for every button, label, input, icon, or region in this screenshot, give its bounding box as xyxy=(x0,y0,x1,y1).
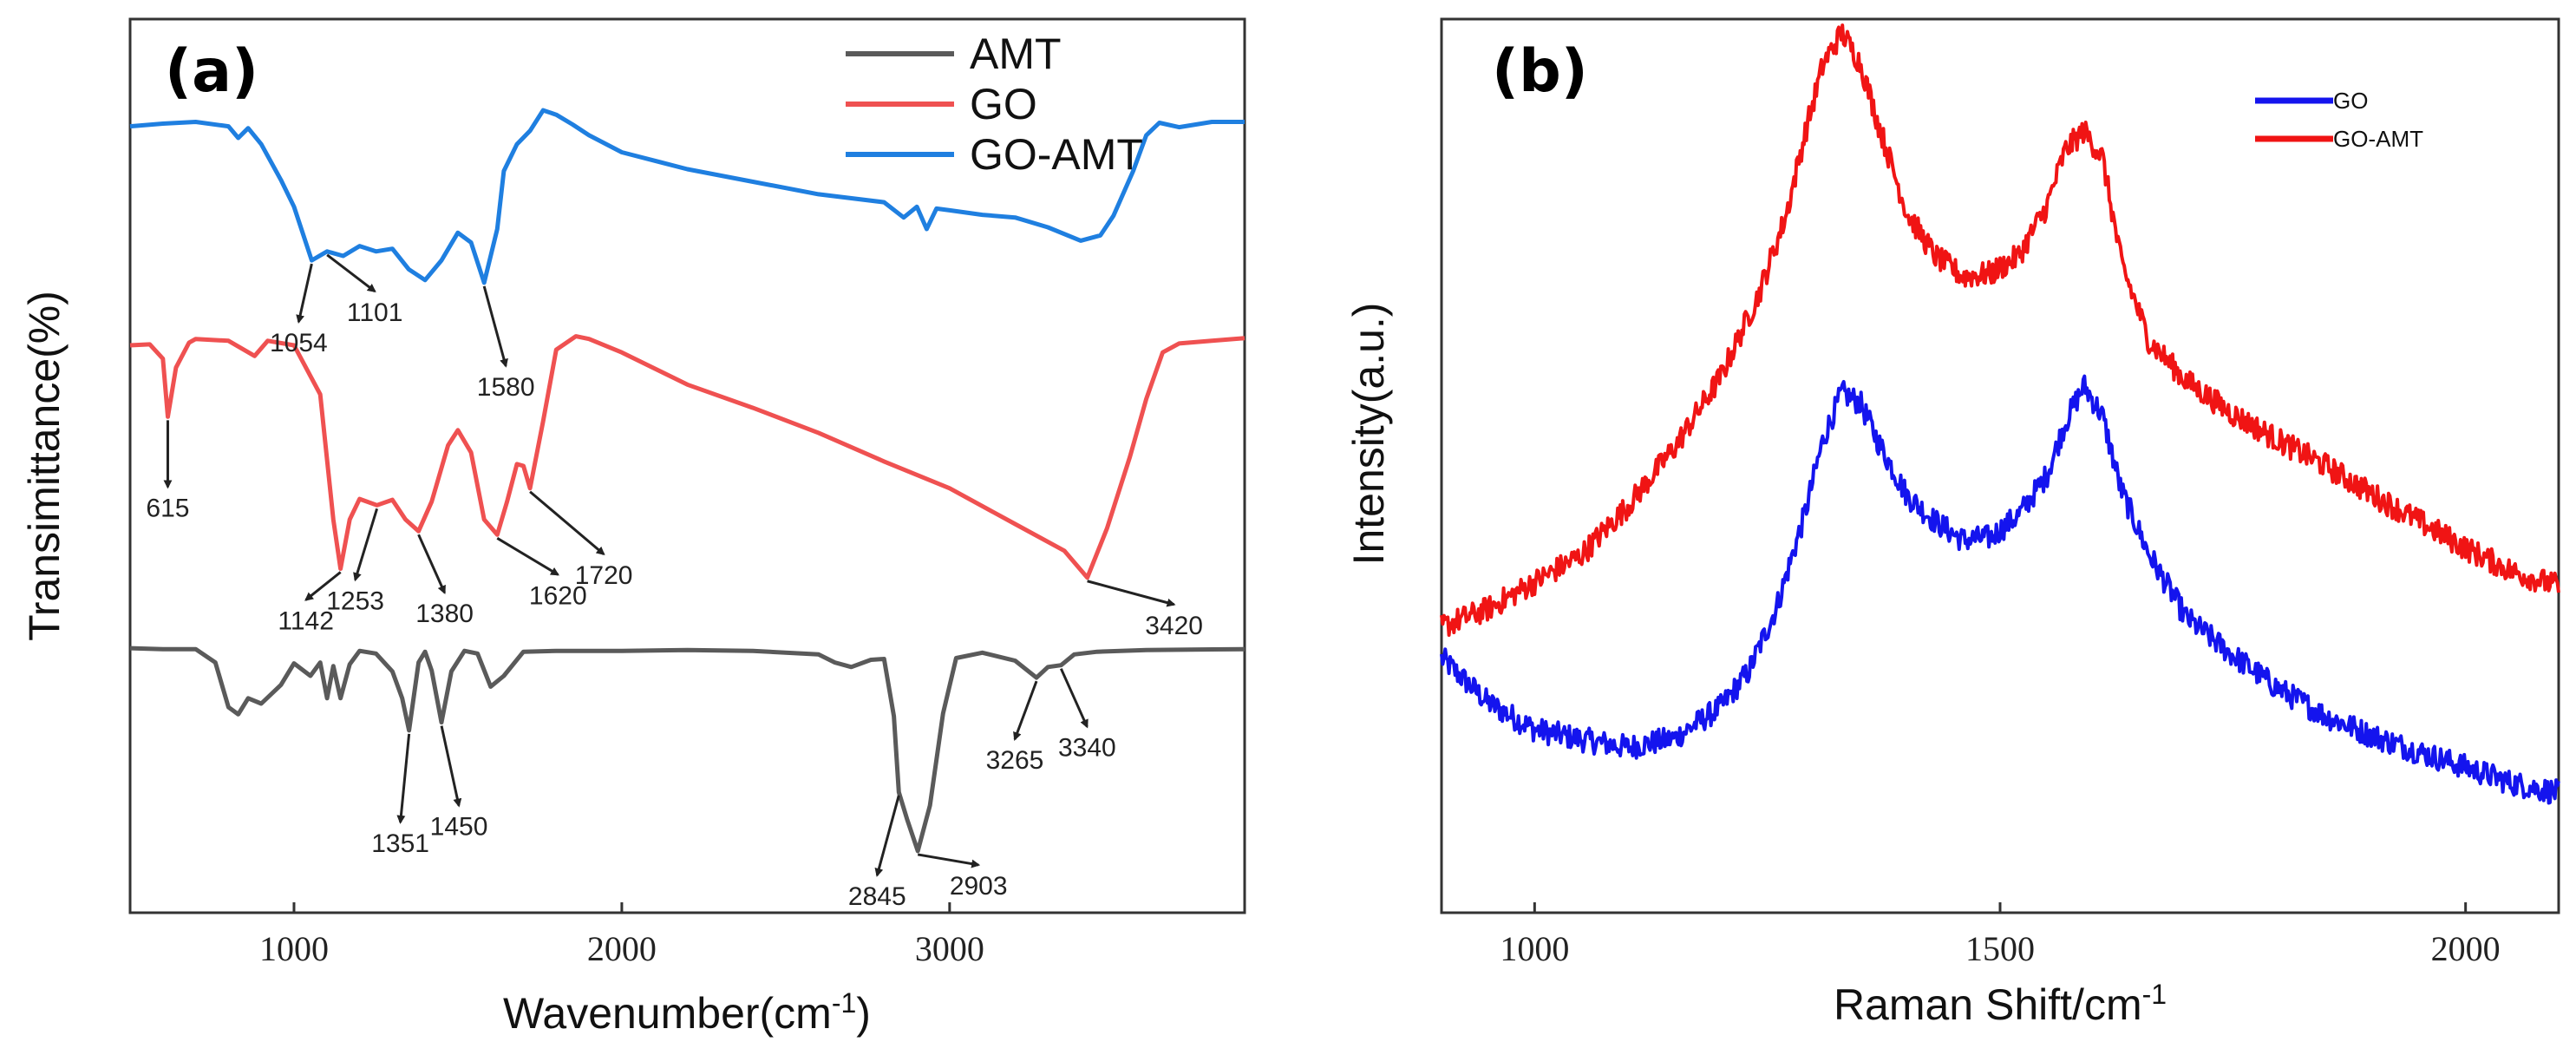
panel-a-series-group xyxy=(129,108,1246,854)
peak-arrow xyxy=(482,285,508,368)
panel-a-label: (a) xyxy=(165,37,258,106)
panel-b-label: (b) xyxy=(1492,37,1588,106)
series-line-amt xyxy=(129,645,1246,854)
panel-b-legend: GO GO-AMT xyxy=(2255,88,2423,152)
series-line-go xyxy=(1440,374,2560,805)
peak-label: 1054 xyxy=(270,329,328,357)
peak-arrow xyxy=(1013,680,1038,741)
peak-label: 615 xyxy=(146,494,189,522)
peak-label: 3340 xyxy=(1058,734,1116,763)
peak-label: 2845 xyxy=(848,882,906,911)
panel-b-plot-frame xyxy=(1440,17,2560,914)
peak-label: 3420 xyxy=(1145,612,1203,640)
panel-b-x-ticks: 1000 1500 2000 xyxy=(1500,902,2501,968)
peak-arrow xyxy=(874,795,900,877)
peak-label: 1450 xyxy=(430,813,488,842)
panel-b-y-axis-title: Intensity(a.u.) xyxy=(1344,303,1393,566)
x-tick-label: 3000 xyxy=(915,929,984,968)
peak-arrow xyxy=(1059,668,1089,729)
peak-label: 2903 xyxy=(950,872,1008,901)
panel-b-series-group xyxy=(1440,23,2560,805)
peak-arrow xyxy=(353,508,379,582)
peak-label: 1351 xyxy=(371,829,429,858)
peak-arrow xyxy=(496,537,560,576)
panel-a-ftir-chart: (a) 1000 2000 3000 1054 1101 1580 615 11421253… xyxy=(20,17,1246,1038)
peak-label: 3265 xyxy=(986,746,1044,775)
peak-arrow xyxy=(529,490,605,556)
legend-label-go: GO xyxy=(2333,88,2368,114)
peak-arrow xyxy=(396,733,411,824)
series-line-go xyxy=(129,334,1246,580)
series-line-go-amt xyxy=(129,108,1245,285)
legend-label-amt: AMT xyxy=(970,29,1062,78)
x-tick-label: 1000 xyxy=(1500,929,1569,968)
peak-arrow xyxy=(917,853,981,868)
peak-arrow xyxy=(417,534,446,595)
panel-a-plot-frame xyxy=(128,17,1246,914)
legend-label-go-amt: GO-AMT xyxy=(2333,126,2423,152)
x-tick-label: 2000 xyxy=(2431,929,2501,968)
peak-arrow xyxy=(326,253,376,293)
peak-label: 1101 xyxy=(347,298,403,327)
legend-label-go: GO xyxy=(970,80,1037,128)
peak-label: 1253 xyxy=(326,586,384,615)
peak-label: 1580 xyxy=(477,373,535,402)
peak-label: 1142 xyxy=(278,606,334,635)
panel-b-raman-chart: (b) 1000 1500 2000 GO GO-AMT Raman Shift/cm… xyxy=(1344,17,2560,1029)
series-line-go-amt xyxy=(1440,23,2560,637)
peak-arrow xyxy=(296,263,313,324)
legend-label-go-amt: GO-AMT xyxy=(970,130,1143,179)
panel-a-y-axis-title: Transimittance(%) xyxy=(20,291,69,641)
peak-arrow xyxy=(304,571,342,601)
peak-label: 1720 xyxy=(575,561,633,590)
panel-a-x-axis-title: Wavenumber(cm-1) xyxy=(503,987,871,1038)
panel-b-x-axis-title: Raman Shift/cm-1 xyxy=(1834,979,2167,1029)
x-tick-label: 1000 xyxy=(259,929,329,968)
peak-label: 1380 xyxy=(415,600,474,628)
panel-a-x-ticks: 1000 2000 3000 xyxy=(259,902,984,968)
x-tick-label: 2000 xyxy=(587,929,657,968)
x-tick-label: 1500 xyxy=(1965,929,2035,968)
peak-arrow xyxy=(1087,580,1176,607)
peak-arrow xyxy=(440,725,462,808)
peak-label: 1620 xyxy=(529,581,587,610)
